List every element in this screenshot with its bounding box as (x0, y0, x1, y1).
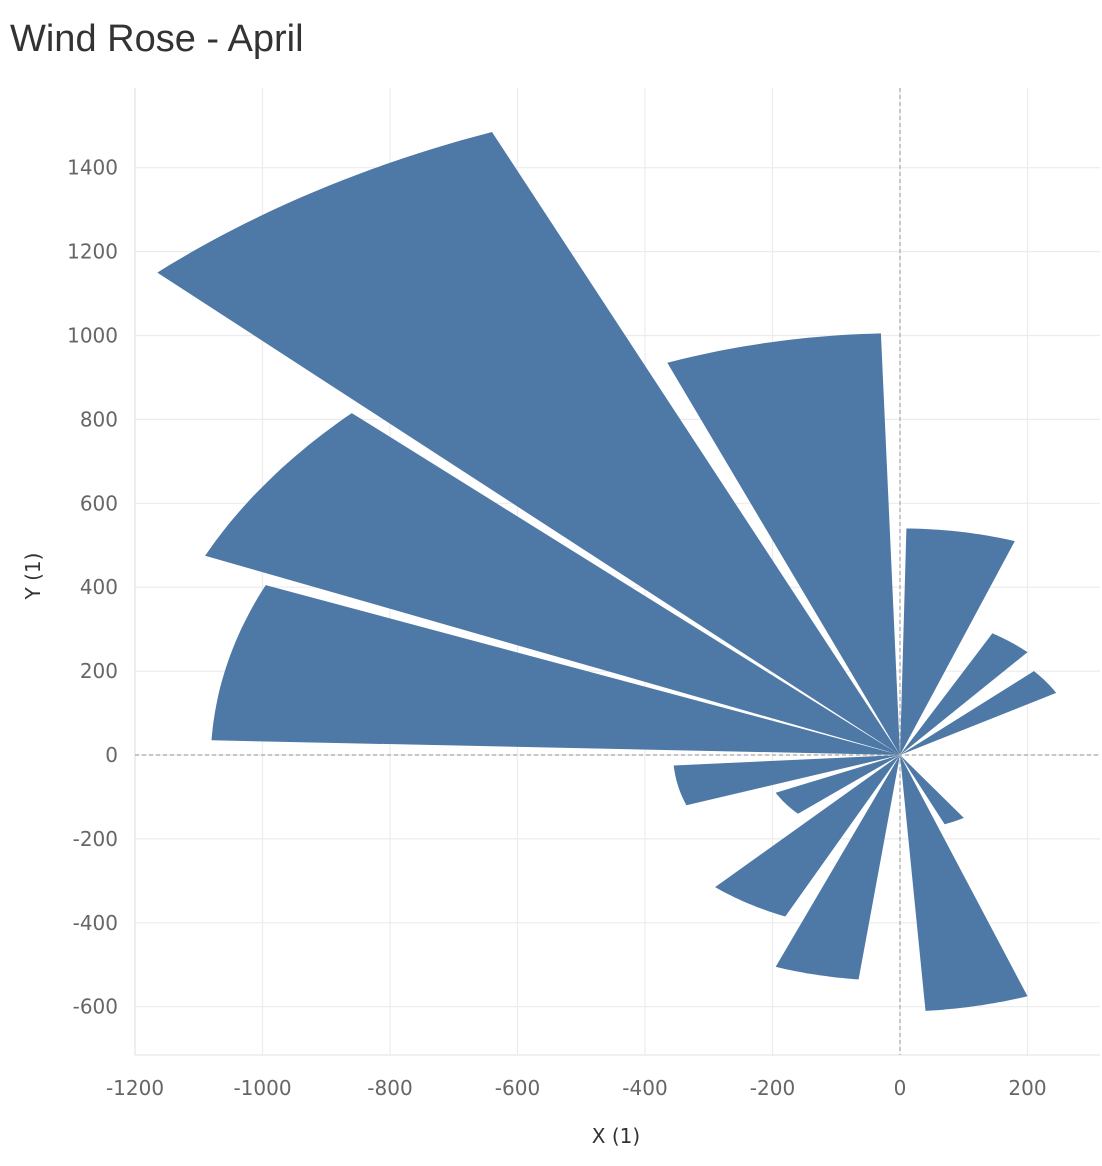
y-tick-label: 1400 (67, 156, 118, 180)
wind-sector (211, 585, 900, 755)
x-tick-label: -200 (750, 1076, 795, 1100)
y-tick-label: -600 (73, 995, 118, 1019)
x-tick-label: -800 (367, 1076, 412, 1100)
wind-sector (775, 755, 900, 980)
x-tick-label: -600 (495, 1076, 540, 1100)
y-tick-label: -400 (73, 911, 118, 935)
x-tick-label: -1200 (106, 1076, 164, 1100)
x-tick-label: -1000 (233, 1076, 291, 1100)
y-tick-label: 0 (105, 743, 118, 767)
wind-sector (900, 633, 1028, 755)
wind-sector (157, 132, 901, 755)
wind-sector (667, 333, 900, 755)
y-tick-label: 600 (80, 491, 118, 515)
zero-lines (135, 88, 1100, 1055)
wind-sector (900, 671, 1057, 755)
y-tick-label: -200 (73, 827, 118, 851)
y-tick-labels: 1400 1200 1000 800 600 400 200 0 -200 -400 -600 (67, 156, 118, 1019)
y-tick-label: 200 (80, 659, 118, 683)
x-axis-title: X (1) (592, 1124, 640, 1148)
wind-sector (775, 755, 900, 814)
wind-sector (715, 755, 900, 917)
y-tick-label: 1000 (67, 324, 118, 348)
y-tick-label: 400 (80, 575, 118, 599)
wind-sectors (157, 132, 1057, 1011)
x-tick-label: -400 (622, 1076, 667, 1100)
x-tick-label: 0 (894, 1076, 907, 1100)
wind-sector (673, 755, 900, 806)
y-tick-label: 800 (80, 407, 118, 431)
wind-sector (205, 413, 901, 755)
wind-sector (900, 755, 1028, 1011)
x-tick-label: 200 (1008, 1076, 1046, 1100)
y-axis-title: Y (1) (21, 553, 45, 601)
wind-sector (900, 528, 1015, 755)
wind-sector (900, 755, 964, 825)
chart-title: Wind Rose - April (10, 18, 304, 60)
y-tick-label: 1200 (67, 240, 118, 264)
x-tick-labels: -1200 -1000 -800 -600 -400 -200 0 200 (106, 1076, 1047, 1100)
